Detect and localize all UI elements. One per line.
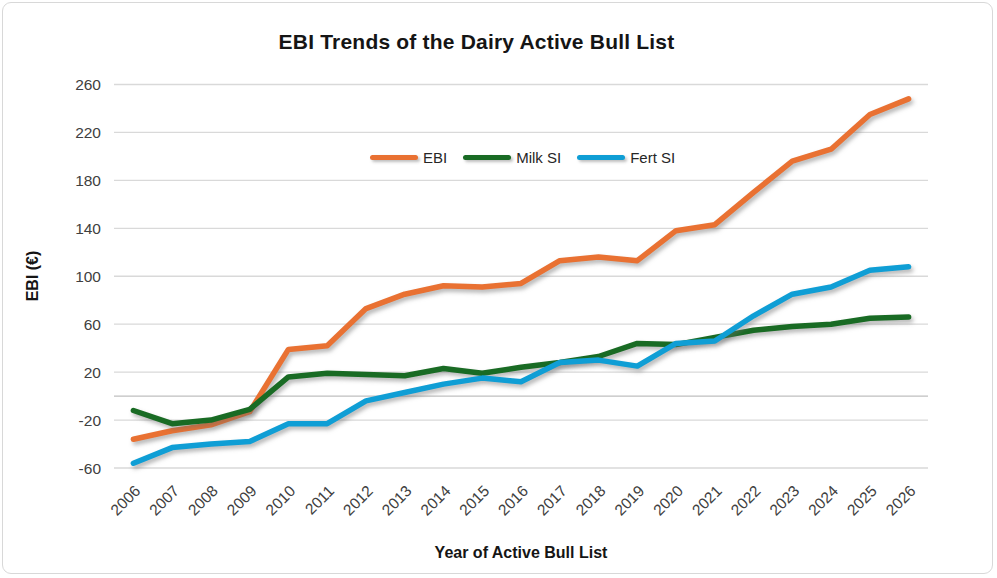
- x-tick-label: 2014: [417, 482, 454, 519]
- x-tick-label: 2021: [689, 482, 725, 518]
- legend-label-fert-si: Fert SI: [630, 149, 675, 166]
- x-tick-label: 2012: [340, 482, 376, 518]
- x-tick-label: 2025: [844, 482, 880, 518]
- x-tick-label: 2023: [766, 482, 802, 518]
- legend-swatch-milk-si: [463, 155, 511, 160]
- y-tick-label: 260: [75, 76, 101, 93]
- legend-swatch-fert-si: [577, 155, 625, 160]
- y-tick-label: 140: [75, 220, 101, 237]
- legend-item-milk-si: Milk SI: [463, 149, 561, 166]
- x-tick-label: 2022: [727, 482, 763, 518]
- x-tick-label: 2011: [302, 482, 338, 518]
- y-tick-label: 20: [84, 364, 102, 381]
- legend-item-ebi: EBI: [370, 149, 447, 166]
- x-tick-label: 2006: [107, 482, 143, 518]
- x-tick-label: 2015: [456, 482, 492, 518]
- plot-area: -60 -20 20 60 100 140 180 220 260 200620072008200…: [0, 0, 997, 578]
- legend: EBI Milk SI Fert SI: [370, 149, 675, 166]
- y-tick-label: 100: [75, 268, 101, 285]
- legend-swatch-ebi: [370, 155, 418, 160]
- legend-label-ebi: EBI: [423, 149, 447, 166]
- x-tick-label: 2016: [495, 482, 531, 518]
- y-tick-label: 60: [84, 316, 102, 333]
- legend-item-fert-si: Fert SI: [577, 149, 675, 166]
- y-tick-label: 220: [75, 124, 101, 141]
- x-tick-label: 2008: [185, 482, 221, 518]
- x-tick-label: 2024: [805, 482, 842, 519]
- y-tick-label: -20: [79, 412, 102, 429]
- chart-title: EBI Trends of the Dairy Active Bull List: [0, 30, 953, 54]
- x-tick-label: 2020: [650, 482, 687, 519]
- legend-label-milk-si: Milk SI: [516, 149, 561, 166]
- x-tick-label: 2013: [378, 482, 414, 518]
- x-tick-label: 2010: [262, 482, 299, 519]
- x-tick-label: 2009: [223, 482, 259, 518]
- series-line-milk-si: [133, 317, 908, 424]
- x-tick-label: 2017: [533, 482, 569, 518]
- x-tick-label: 2007: [146, 482, 182, 518]
- x-tick-label: 2019: [611, 482, 647, 518]
- x-axis-title: Year of Active Bull List: [114, 544, 928, 562]
- y-tick-label: 180: [75, 172, 101, 189]
- chart: -60 -20 20 60 100 140 180 220 260 200620072008200…: [0, 0, 997, 578]
- x-tick-label: 2026: [882, 482, 918, 518]
- x-tick-label: 2018: [572, 482, 608, 518]
- y-axis-title: EBI (€): [24, 251, 42, 302]
- y-tick-label: -60: [79, 460, 102, 477]
